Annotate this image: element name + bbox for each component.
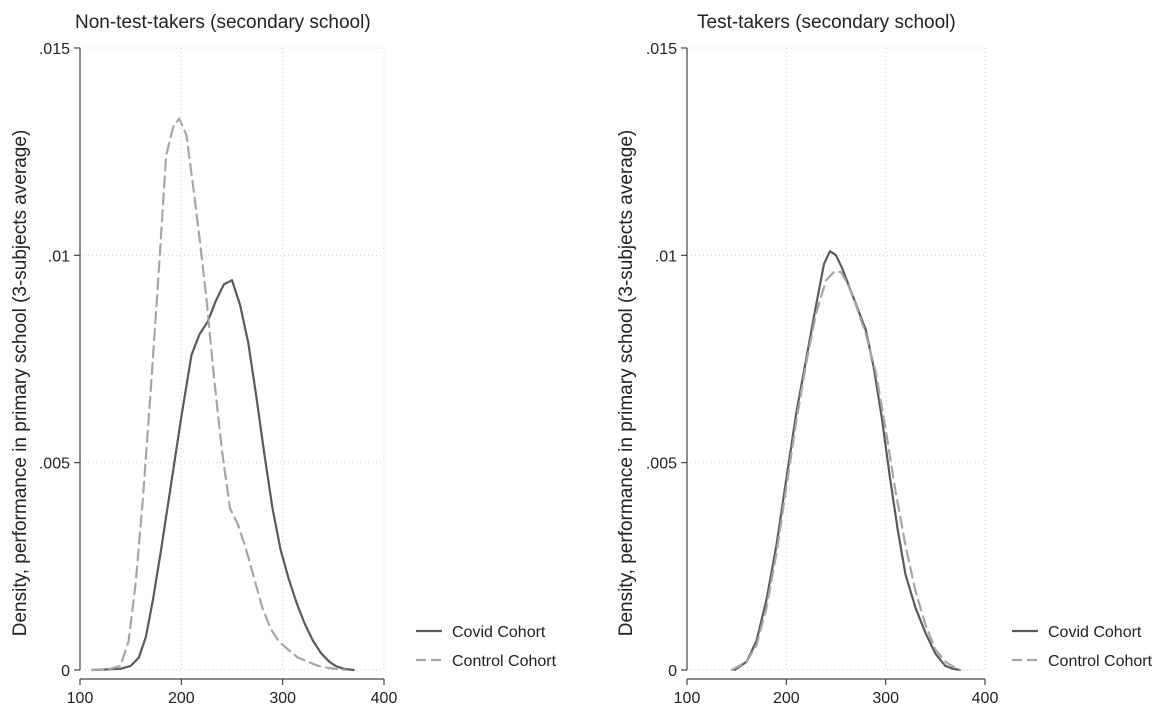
x-tick-label: 300 bbox=[269, 690, 296, 707]
y-tick-label: .005 bbox=[646, 456, 677, 473]
x-tick-label: 400 bbox=[972, 690, 999, 707]
x-tick-label: 200 bbox=[168, 690, 195, 707]
chart-panel-2: .015 .01 .005 0 100 200 300 400 Test-takers (sec… bbox=[616, 12, 1153, 707]
y-tick-label: 0 bbox=[61, 663, 70, 680]
y-tick-label: .015 bbox=[646, 41, 677, 58]
y-tick-label: .015 bbox=[39, 41, 70, 58]
series-line-control bbox=[91, 117, 347, 672]
x-tick-label: 200 bbox=[773, 690, 800, 707]
x-tick-label: 400 bbox=[371, 690, 398, 707]
x-tick-label: 100 bbox=[67, 690, 94, 707]
y-tick-label: .005 bbox=[39, 456, 70, 473]
x-tick-label: 300 bbox=[872, 690, 899, 707]
legend-label: Control Cohort bbox=[1048, 653, 1153, 670]
chart-panel-1: .015 .01 .005 0 100 200 300 400 Non-test-takers … bbox=[10, 12, 557, 707]
y-tick-label: 0 bbox=[668, 663, 677, 680]
legend-label: Covid Cohort bbox=[452, 624, 546, 641]
series-line-control bbox=[730, 270, 962, 672]
chart-title: Non-test-takers (secondary school) bbox=[75, 12, 371, 33]
legend-label: Control Cohort bbox=[452, 653, 557, 670]
x-tick-label: 100 bbox=[674, 690, 701, 707]
series-line-covid bbox=[91, 279, 355, 672]
y-axis-label: Density, performance in primary school (… bbox=[616, 130, 637, 637]
y-tick-label: .01 bbox=[655, 248, 677, 265]
series-line-covid bbox=[733, 250, 962, 672]
legend-label: Covid Cohort bbox=[1048, 624, 1142, 641]
y-tick-label: .01 bbox=[48, 248, 70, 265]
y-axis-label: Density, performance in primary school (… bbox=[10, 130, 31, 637]
chart-title: Test-takers (secondary school) bbox=[697, 12, 956, 33]
